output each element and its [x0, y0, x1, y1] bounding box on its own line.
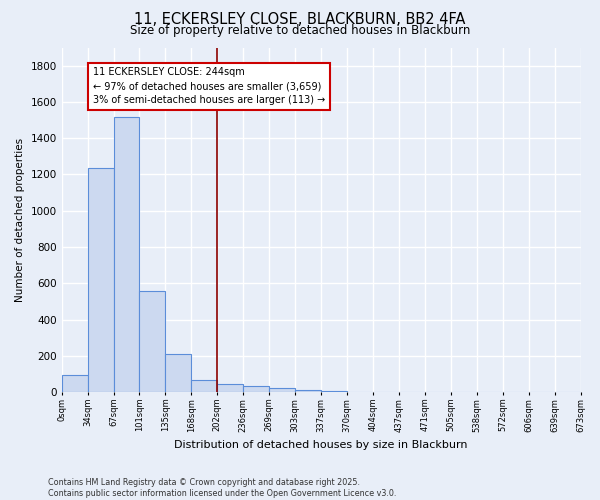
- Text: Size of property relative to detached houses in Blackburn: Size of property relative to detached ho…: [130, 24, 470, 37]
- Bar: [191, 380, 217, 392]
- Bar: [166, 354, 191, 392]
- Y-axis label: Number of detached properties: Number of detached properties: [15, 138, 25, 302]
- X-axis label: Distribution of detached houses by size in Blackburn: Distribution of detached houses by size …: [175, 440, 468, 450]
- Bar: [295, 390, 321, 392]
- Bar: [217, 384, 243, 392]
- Bar: [113, 118, 139, 392]
- Bar: [88, 168, 113, 392]
- Bar: [321, 391, 347, 392]
- Bar: [139, 290, 166, 392]
- Text: 11 ECKERSLEY CLOSE: 244sqm
← 97% of detached houses are smaller (3,659)
3% of se: 11 ECKERSLEY CLOSE: 244sqm ← 97% of deta…: [93, 68, 325, 106]
- Bar: [62, 375, 88, 392]
- Text: Contains HM Land Registry data © Crown copyright and database right 2025.
Contai: Contains HM Land Registry data © Crown c…: [48, 478, 397, 498]
- Bar: [269, 388, 295, 392]
- Text: 11, ECKERSLEY CLOSE, BLACKBURN, BB2 4FA: 11, ECKERSLEY CLOSE, BLACKBURN, BB2 4FA: [134, 12, 466, 28]
- Bar: [243, 386, 269, 392]
